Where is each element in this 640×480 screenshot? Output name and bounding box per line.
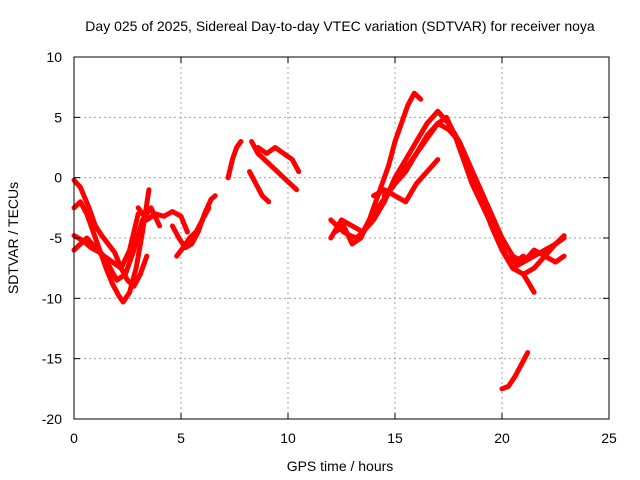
x-axis-label: GPS time / hours: [287, 458, 394, 474]
series-arc-10: [255, 145, 302, 175]
x-tick-label: 10: [280, 430, 296, 446]
y-tick-label: -5: [50, 230, 63, 246]
chart-title: Day 025 of 2025, Sidereal Day-to-day VTE…: [85, 18, 595, 34]
series-arc-16: [371, 157, 441, 205]
series-arc-2: [71, 177, 150, 289]
series-arc-17: [510, 247, 567, 271]
y-tick-label: 0: [54, 170, 62, 186]
x-tick-label: 25: [601, 430, 617, 446]
y-tick-label: -20: [42, 411, 62, 427]
series-arc-6: [169, 193, 218, 251]
y-tick-label: 5: [54, 109, 62, 125]
series-arc-8: [225, 139, 244, 181]
tick-layer: [73, 56, 610, 420]
y-tick-label: -10: [42, 290, 62, 306]
y-tick-label: 10: [46, 49, 62, 65]
x-tick-label: 5: [177, 430, 185, 446]
series-arc-9: [249, 139, 300, 193]
series-arc-15: [381, 120, 567, 265]
x-tick-label: 0: [70, 430, 78, 446]
series-arc-7: [174, 205, 212, 259]
tick-label-layer: 0 5 10 15 20 25 -20 -15 -10 -5 0 5 10: [42, 49, 617, 446]
x-tick-label: 20: [494, 430, 510, 446]
series-arc-4: [71, 211, 141, 271]
grid-layer: [74, 57, 609, 419]
y-axis-label: SDTVAR / TECUs: [5, 182, 21, 294]
series-arc-11: [247, 169, 272, 205]
series-arc-19: [499, 350, 531, 392]
y-tick-label: -15: [42, 351, 62, 367]
data-layer: [71, 90, 567, 392]
series-arc-5: [135, 205, 190, 235]
series-arc-18: [520, 233, 567, 277]
x-tick-label: 15: [387, 430, 403, 446]
series-arc-1: [71, 187, 152, 305]
